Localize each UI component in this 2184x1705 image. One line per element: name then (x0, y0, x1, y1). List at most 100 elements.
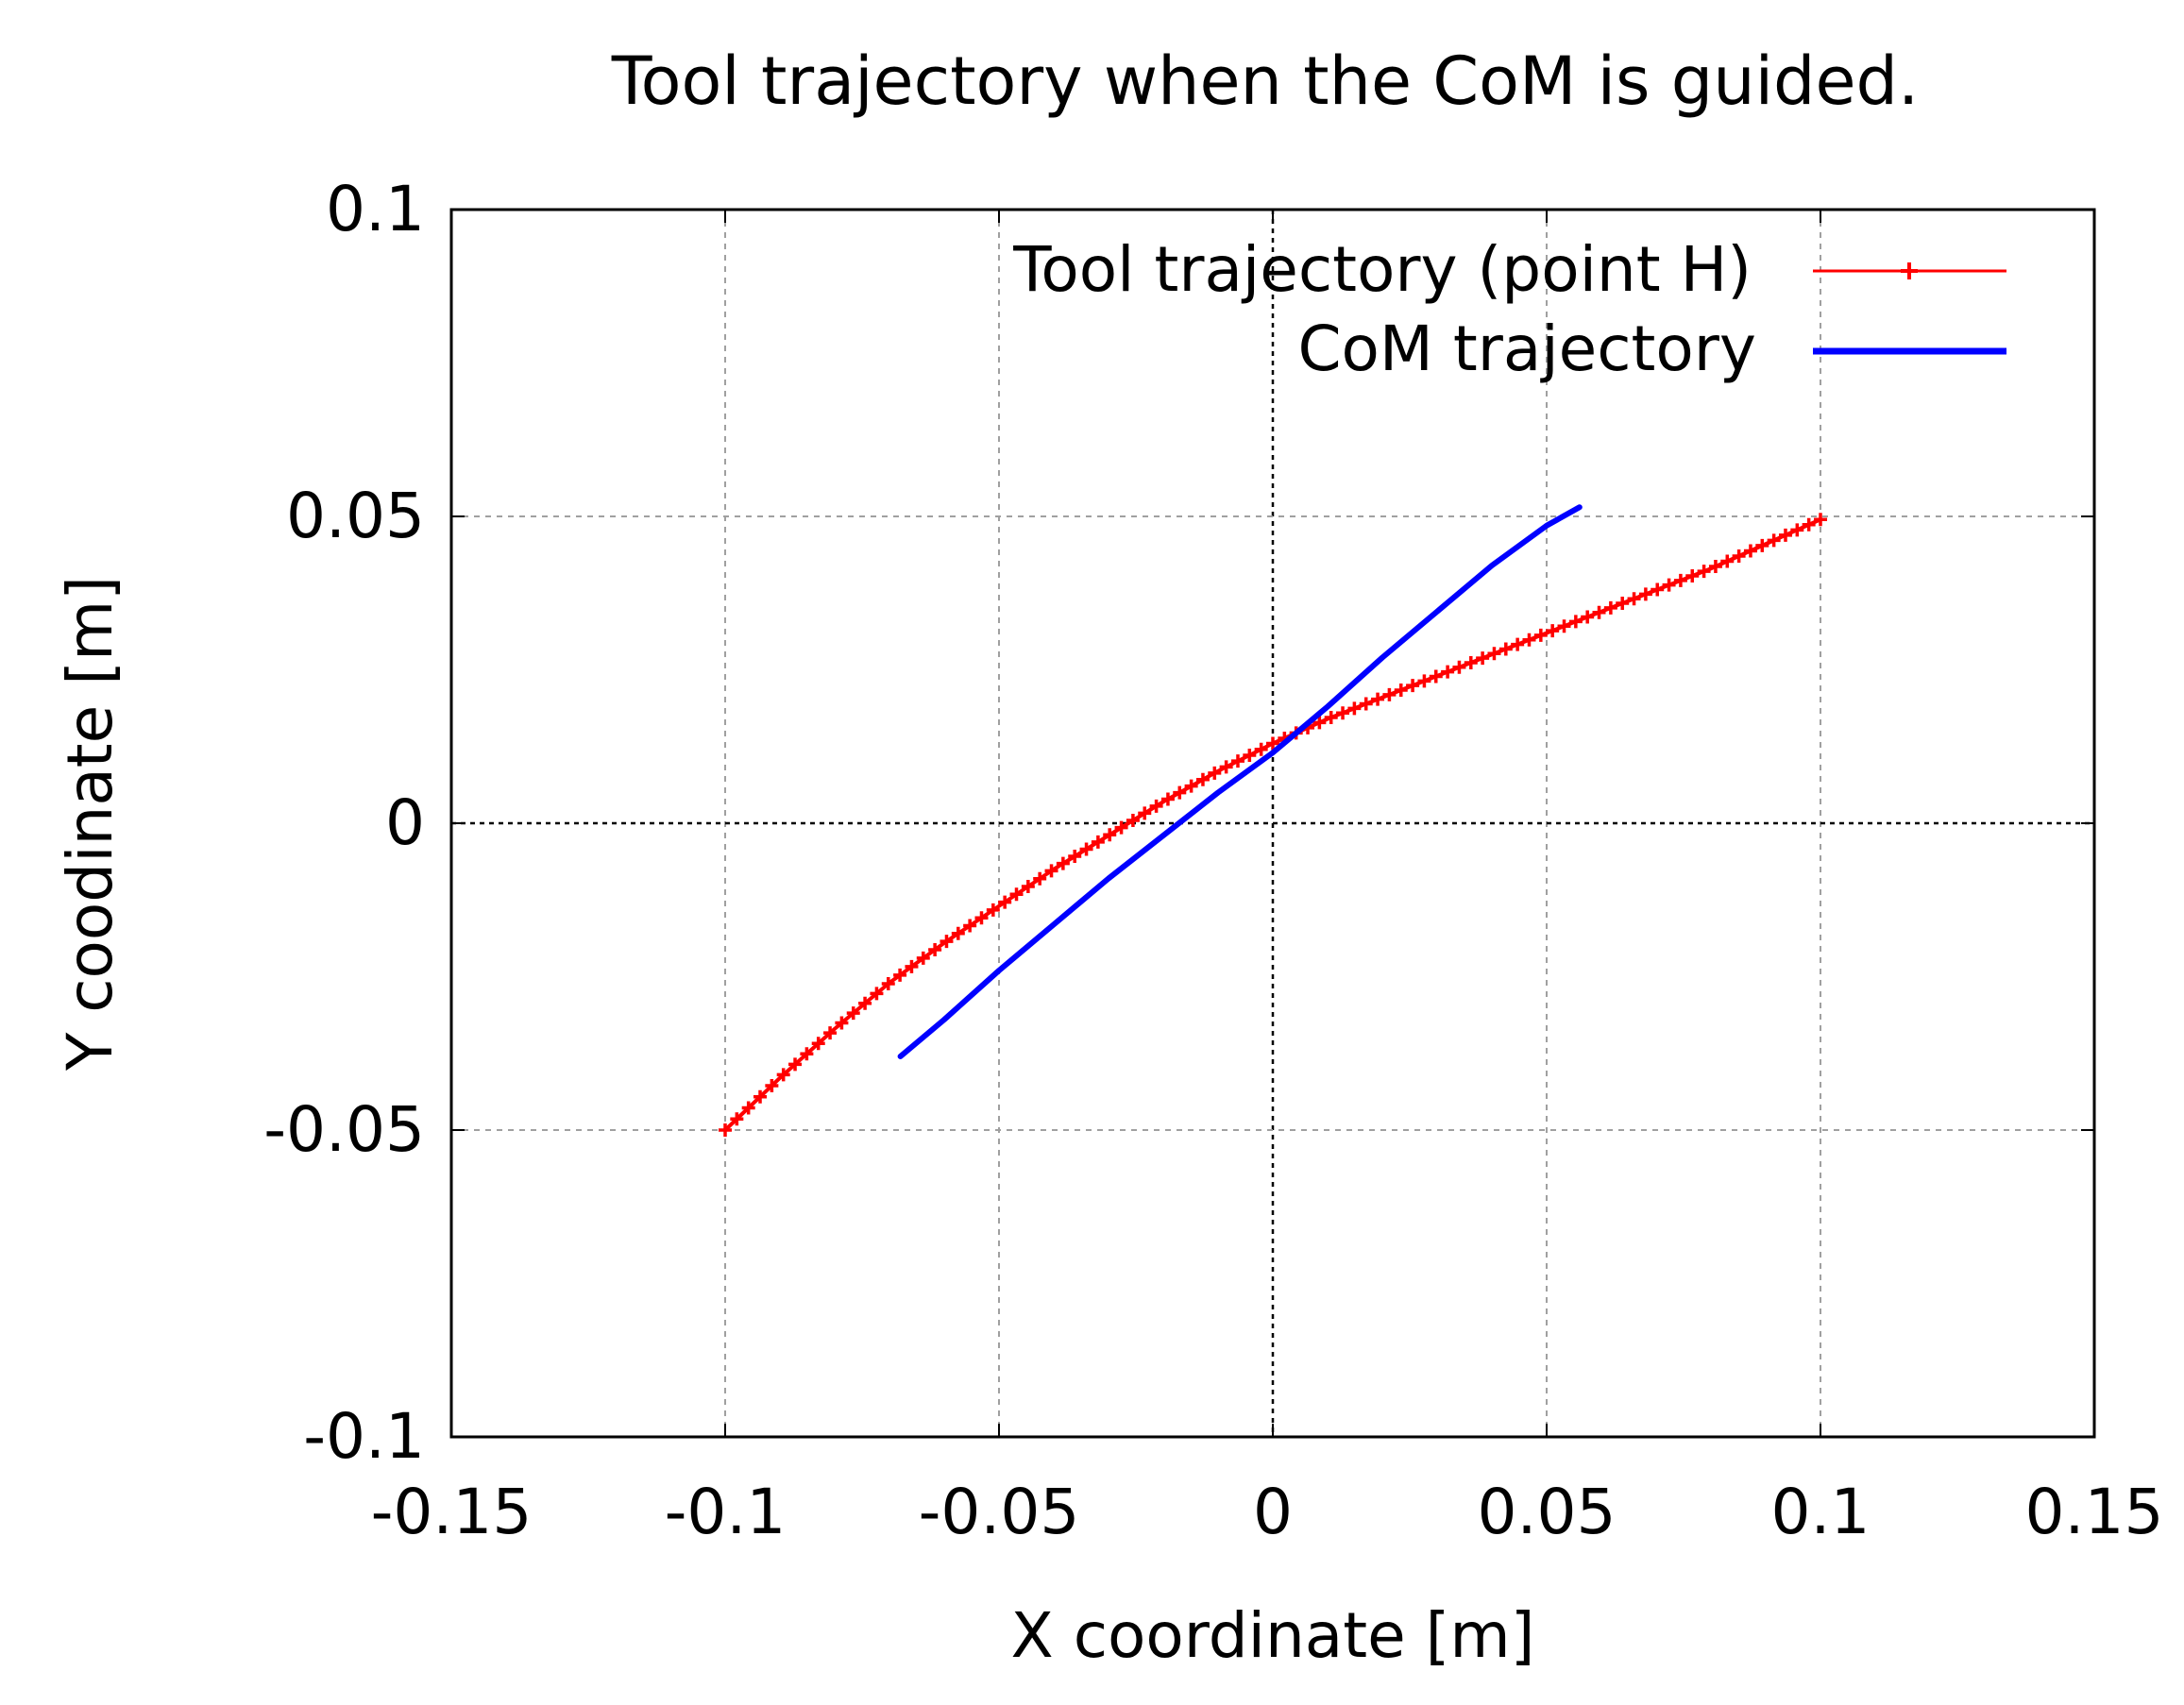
data-point-marker (1697, 565, 1711, 579)
grid (451, 210, 2094, 1437)
data-point-marker (1498, 642, 1513, 656)
x-tick-label: 0 (1253, 1476, 1293, 1548)
data-point-marker (1802, 517, 1816, 532)
legend-plus-marker (1901, 262, 1918, 279)
data-point-marker (719, 1123, 732, 1137)
data-point-marker (1627, 592, 1641, 606)
data-point-marker (1685, 568, 1700, 582)
data-point-marker (846, 1006, 860, 1021)
data-point-marker (1208, 766, 1222, 780)
data-point-marker (1743, 544, 1757, 558)
plot-area (719, 504, 1827, 1137)
data-point-marker (1767, 533, 1781, 548)
data-point-marker (1079, 842, 1093, 856)
data-point-marker (1790, 523, 1804, 537)
data-point-marker (765, 1078, 779, 1092)
data-point-marker (1603, 600, 1617, 615)
data-point-marker (1673, 573, 1687, 587)
data-point-marker (1138, 806, 1152, 820)
chart-title: Tool trajectory when the CoM is guided. (611, 42, 1919, 120)
data-point-marker (1638, 587, 1652, 601)
data-point-marker (1464, 655, 1478, 669)
data-point-marker (870, 987, 884, 1001)
x-tick-label: -0.05 (919, 1476, 1080, 1548)
data-point-marker (951, 926, 965, 940)
data-point-marker (1336, 706, 1350, 720)
series-line-com (897, 504, 1583, 1059)
data-point-marker (1126, 814, 1140, 828)
data-point-marker (905, 959, 919, 973)
x-tick-label: 0.15 (2025, 1476, 2164, 1548)
data-point-marker (1324, 711, 1338, 725)
data-point-marker (823, 1026, 838, 1040)
data-point-marker (1359, 697, 1373, 711)
data-point-marker (835, 1016, 849, 1030)
data-point-marker (1778, 528, 1792, 542)
data-point-marker (893, 968, 907, 982)
data-point-marker (730, 1112, 744, 1126)
legend-label-tool: Tool trajectory (point H) (1012, 233, 1752, 306)
data-point-marker (1732, 549, 1746, 563)
data-point-marker (858, 996, 872, 1010)
data-point-marker (811, 1037, 825, 1051)
y-axis-label: Y coodinate [m] (54, 576, 127, 1072)
x-tick-label: 0.1 (1771, 1476, 1871, 1548)
data-point-marker (1557, 619, 1571, 633)
data-point-marker (1044, 864, 1058, 878)
x-tick-label: 0.05 (1478, 1476, 1617, 1548)
data-point-marker (753, 1089, 768, 1104)
data-point-marker (1243, 748, 1257, 762)
data-point-marker (1160, 792, 1175, 806)
x-tick-label: -0.15 (371, 1476, 533, 1548)
data-point-marker (1533, 628, 1548, 642)
data-point-marker (1312, 716, 1327, 730)
data-point-marker (1091, 835, 1105, 849)
data-point-marker (998, 895, 1012, 909)
data-point-marker (916, 951, 930, 965)
data-point-marker (1708, 560, 1722, 574)
data-point-marker (1056, 856, 1070, 870)
series-markers-tool (719, 513, 1827, 1137)
data-point-marker (1814, 513, 1827, 527)
data-point-marker (963, 919, 977, 933)
data-point-marker (1755, 538, 1769, 552)
data-point-marker (1511, 637, 1525, 651)
data-point-marker (1266, 736, 1279, 751)
y-tick-label: 0.1 (326, 173, 425, 245)
data-point-marker (800, 1047, 814, 1061)
data-point-marker (1009, 887, 1024, 902)
data-point-marker (1592, 605, 1606, 619)
legend: Tool trajectory (point H) CoM trajectory (1012, 233, 2006, 385)
data-point-marker (1033, 871, 1047, 886)
data-point-marker (1021, 880, 1035, 894)
x-tick-label: -0.1 (665, 1476, 787, 1548)
data-point-marker (788, 1057, 803, 1072)
legend-label-com: CoM trajectory (1297, 312, 1756, 385)
data-point-marker (1581, 610, 1595, 624)
legend-marker-tool (1901, 262, 1918, 279)
data-point-marker (1406, 679, 1420, 693)
data-point-marker (1651, 582, 1665, 597)
y-tick-label: 0.05 (286, 480, 425, 552)
data-point-marker (1522, 633, 1536, 647)
data-point-marker (1371, 692, 1385, 706)
data-point-marker (940, 935, 954, 949)
y-tick-label: 0 (385, 786, 425, 859)
data-point-marker (776, 1068, 790, 1082)
data-point-marker (1487, 647, 1501, 661)
data-point-marker (1382, 687, 1397, 701)
y-tick-label: -0.1 (303, 1400, 425, 1473)
data-point-marker (1254, 742, 1268, 756)
x-axis-label: X coordinate [m] (1011, 1599, 1535, 1672)
data-point-marker (1546, 624, 1560, 638)
data-point-marker (1662, 578, 1676, 592)
data-point-marker (1616, 597, 1630, 611)
data-point-marker (1195, 772, 1210, 786)
data-point-marker (1184, 779, 1198, 793)
data-point-marker (974, 911, 989, 925)
data-point-marker (1394, 684, 1408, 698)
data-point-marker (1568, 615, 1583, 629)
data-point-marker (1347, 701, 1362, 716)
